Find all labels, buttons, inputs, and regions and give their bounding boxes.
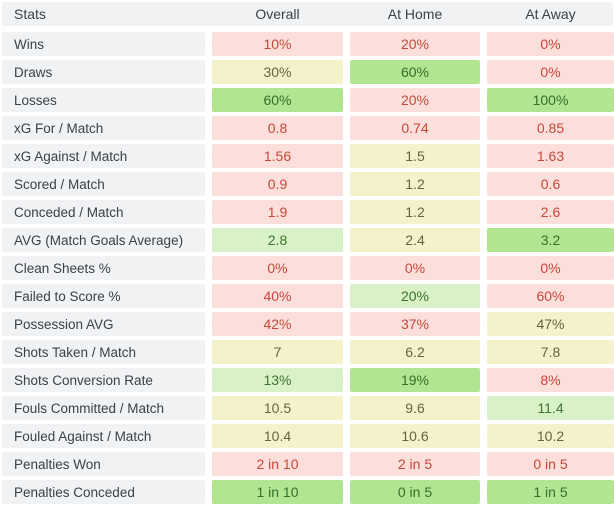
value-cell: 2 in 10 bbox=[212, 452, 343, 476]
value-cell: 1 in 10 bbox=[212, 480, 343, 504]
value-cell: 30% bbox=[212, 60, 343, 84]
value-cell: 3.2 bbox=[487, 228, 614, 252]
table-row: xG For / Match 0.8 0.74 0.85 bbox=[2, 116, 614, 140]
table-row: Penalties Won 2 in 10 2 in 5 0 in 5 bbox=[2, 452, 614, 476]
value-cell: 60% bbox=[487, 284, 614, 308]
value-cell: 0 in 5 bbox=[350, 480, 480, 504]
value-cell: 1.63 bbox=[487, 144, 614, 168]
value-cell: 0% bbox=[350, 256, 480, 280]
row-label: Losses bbox=[2, 88, 205, 112]
value-cell: 100% bbox=[487, 88, 614, 112]
value-cell: 19% bbox=[350, 368, 480, 392]
row-label: xG For / Match bbox=[2, 116, 205, 140]
value-cell: 60% bbox=[350, 60, 480, 84]
value-cell: 2.6 bbox=[487, 200, 614, 224]
value-cell: 10.2 bbox=[487, 424, 614, 448]
row-label: AVG (Match Goals Average) bbox=[2, 228, 205, 252]
value-cell: 40% bbox=[212, 284, 343, 308]
table-row: Fouls Committed / Match 10.5 9.6 11.4 bbox=[2, 396, 614, 420]
value-cell: 0.85 bbox=[487, 116, 614, 140]
column-header-stats: Stats bbox=[14, 6, 46, 22]
value-cell: 1.2 bbox=[350, 172, 480, 196]
table-row: xG Against / Match 1.56 1.5 1.63 bbox=[2, 144, 614, 168]
value-cell: 20% bbox=[350, 88, 480, 112]
value-cell: 9.6 bbox=[350, 396, 480, 420]
value-cell: 8% bbox=[487, 368, 614, 392]
value-cell: 10% bbox=[212, 32, 343, 56]
value-cell: 10.4 bbox=[212, 424, 343, 448]
row-label: Draws bbox=[2, 60, 205, 84]
value-cell: 0% bbox=[487, 256, 614, 280]
table-row: Conceded / Match 1.9 1.2 2.6 bbox=[2, 200, 614, 224]
value-cell: 0.6 bbox=[487, 172, 614, 196]
value-cell: 0% bbox=[487, 32, 614, 56]
row-label: Shots Conversion Rate bbox=[2, 368, 205, 392]
value-cell: 10.6 bbox=[350, 424, 480, 448]
table-row: Draws 30% 60% 0% bbox=[2, 60, 614, 84]
table-row: Penalties Conceded 1 in 10 0 in 5 1 in 5 bbox=[2, 480, 614, 504]
value-cell: 42% bbox=[212, 312, 343, 336]
value-cell: 0.8 bbox=[212, 116, 343, 140]
row-label: Scored / Match bbox=[2, 172, 205, 196]
table-row: Wins 10% 20% 0% bbox=[2, 32, 614, 56]
table-row: Losses 60% 20% 100% bbox=[2, 88, 614, 112]
row-label: Penalties Won bbox=[2, 452, 205, 476]
row-label: Shots Taken / Match bbox=[2, 340, 205, 364]
value-cell: 2 in 5 bbox=[350, 452, 480, 476]
table-row: AVG (Match Goals Average) 2.8 2.4 3.2 bbox=[2, 228, 614, 252]
row-label: Penalties Conceded bbox=[2, 480, 205, 504]
value-cell: 1.5 bbox=[350, 144, 480, 168]
value-cell: 1.56 bbox=[212, 144, 343, 168]
value-cell: 7 bbox=[212, 340, 343, 364]
table-row: Failed to Score % 40% 20% 60% bbox=[2, 284, 614, 308]
row-label: Possession AVG bbox=[2, 312, 205, 336]
table-row: Clean Sheets % 0% 0% 0% bbox=[2, 256, 614, 280]
value-cell: 20% bbox=[350, 32, 480, 56]
row-label: Fouled Against / Match bbox=[2, 424, 205, 448]
table-row: Shots Taken / Match 7 6.2 7.8 bbox=[2, 340, 614, 364]
value-cell: 47% bbox=[487, 312, 614, 336]
value-cell: 1.9 bbox=[212, 200, 343, 224]
value-cell: 11.4 bbox=[487, 396, 614, 420]
value-cell: 60% bbox=[212, 88, 343, 112]
column-header-overall: Overall bbox=[255, 6, 300, 22]
value-cell: 0.9 bbox=[212, 172, 343, 196]
value-cell: 0% bbox=[212, 256, 343, 280]
row-label: Conceded / Match bbox=[2, 200, 205, 224]
table-row: Fouled Against / Match 10.4 10.6 10.2 bbox=[2, 424, 614, 448]
row-label: xG Against / Match bbox=[2, 144, 205, 168]
value-cell: 1.2 bbox=[350, 200, 480, 224]
value-cell: 0% bbox=[487, 60, 614, 84]
table-row: Shots Conversion Rate 13% 19% 8% bbox=[2, 368, 614, 392]
value-cell: 0.74 bbox=[350, 116, 480, 140]
value-cell: 37% bbox=[350, 312, 480, 336]
value-cell: 1 in 5 bbox=[487, 480, 614, 504]
value-cell: 13% bbox=[212, 368, 343, 392]
column-header-at-away: At Away bbox=[525, 6, 576, 22]
row-label: Failed to Score % bbox=[2, 284, 205, 308]
table-row: Possession AVG 42% 37% 47% bbox=[2, 312, 614, 336]
value-cell: 0 in 5 bbox=[487, 452, 614, 476]
value-cell: 7.8 bbox=[487, 340, 614, 364]
row-label: Clean Sheets % bbox=[2, 256, 205, 280]
value-cell: 2.4 bbox=[350, 228, 480, 252]
value-cell: 2.8 bbox=[212, 228, 343, 252]
value-cell: 20% bbox=[350, 284, 480, 308]
value-cell: 10.5 bbox=[212, 396, 343, 420]
column-header-at-home: At Home bbox=[387, 6, 443, 22]
row-label: Wins bbox=[2, 32, 205, 56]
stats-table-body: Wins 10% 20% 0% Draws 30% 60% 0% Losses 60% 20% 100… bbox=[2, 32, 614, 504]
table-header-row: Stats Overall At Home At Away bbox=[2, 2, 613, 26]
table-row: Scored / Match 0.9 1.2 0.6 bbox=[2, 172, 614, 196]
row-label: Fouls Committed / Match bbox=[2, 396, 205, 420]
value-cell: 6.2 bbox=[350, 340, 480, 364]
